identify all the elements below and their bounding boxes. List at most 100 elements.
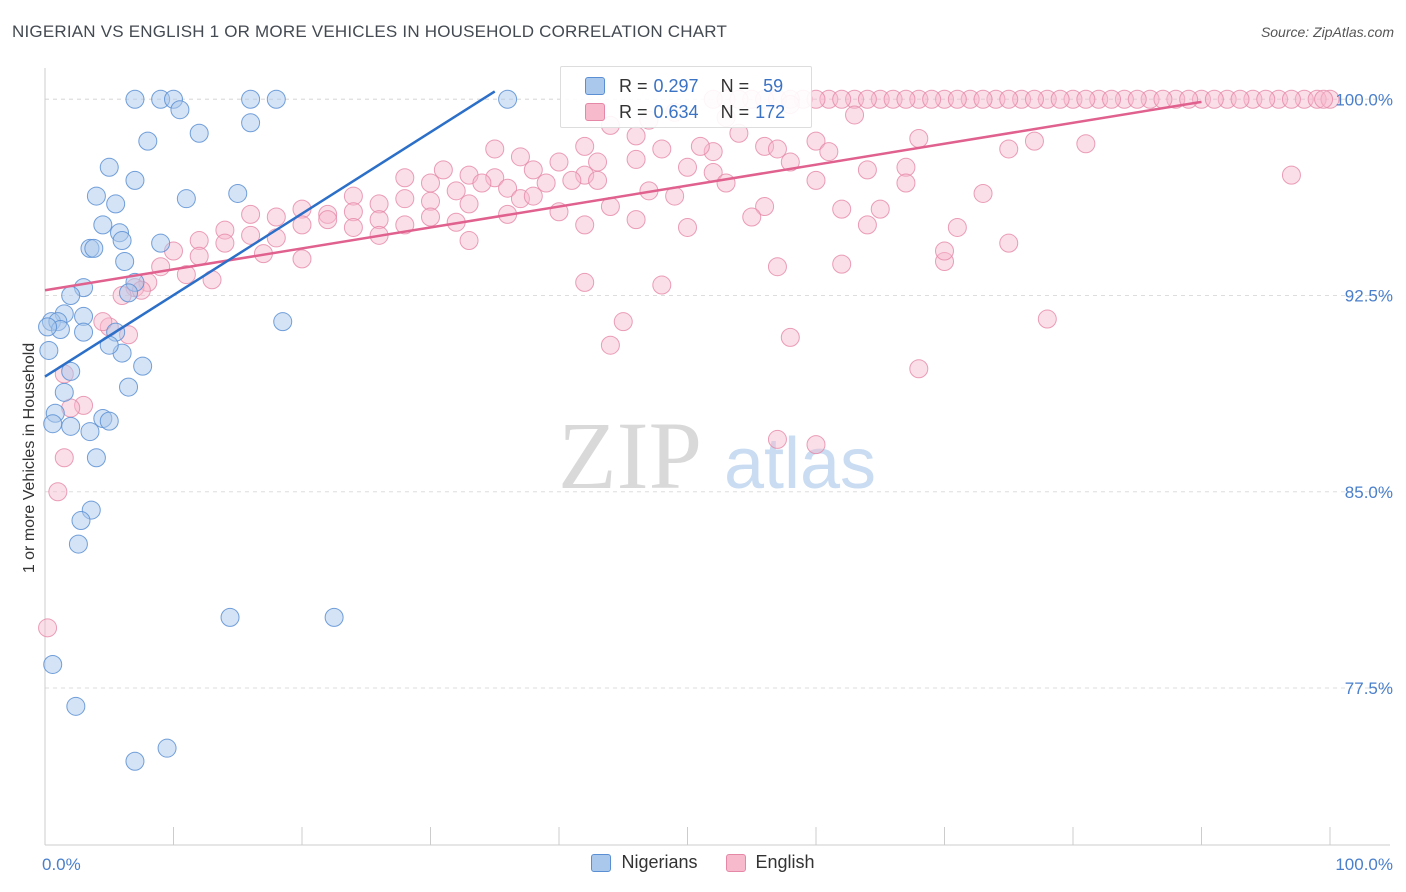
nigerian-point — [68, 534, 88, 554]
english-point — [935, 251, 954, 271]
legend-n-value-english: 172 — [755, 101, 786, 122]
english-point — [588, 170, 608, 190]
english-point — [1320, 89, 1340, 109]
english-point — [1102, 89, 1122, 109]
nigerian-point — [61, 416, 81, 436]
nigerian-point — [106, 194, 126, 214]
nigerian-point — [93, 215, 113, 235]
english-point — [678, 217, 697, 237]
english-point — [613, 312, 633, 332]
legend-row-english: R = 0.634 N = 172 — [585, 101, 785, 123]
nigerian-point — [157, 738, 177, 758]
english-point — [652, 139, 672, 159]
english-point — [678, 157, 697, 177]
english-point — [690, 136, 710, 156]
english-point — [767, 139, 787, 159]
english-point — [1024, 131, 1044, 151]
y-tick-label: 85.0% — [1345, 483, 1393, 502]
english-point — [973, 183, 993, 203]
english-legend-swatch — [725, 853, 746, 872]
english-point — [343, 217, 363, 237]
english-point — [780, 152, 800, 172]
english-point — [485, 168, 505, 188]
english-point — [716, 173, 736, 193]
english-point — [421, 173, 440, 193]
english-point — [292, 215, 312, 235]
english-points — [38, 89, 1340, 638]
english-point — [1076, 134, 1096, 154]
english-point — [343, 202, 363, 222]
english-point — [935, 241, 954, 261]
x-tick-label: 0.0% — [42, 855, 81, 874]
nigerian-point — [61, 361, 81, 381]
nigerian-point — [43, 654, 63, 674]
nigerian-trendline — [44, 90, 496, 378]
english-point — [1281, 89, 1301, 109]
english-point — [588, 152, 608, 172]
english-point — [485, 139, 505, 159]
english-point — [433, 160, 453, 180]
english-point — [93, 312, 113, 332]
english-point — [652, 275, 672, 295]
english-point — [446, 181, 466, 201]
english-point — [806, 131, 826, 151]
english-point — [459, 194, 479, 214]
nigerians-swatch — [585, 77, 605, 95]
english-point — [575, 272, 595, 292]
english-point — [1204, 89, 1224, 109]
series-legend: Nigerians English — [0, 852, 1406, 873]
nigerian-point — [43, 414, 63, 434]
nigerian-point — [119, 283, 139, 303]
nigerian-point — [189, 123, 209, 143]
y-tick-label: 92.5% — [1345, 287, 1393, 306]
nigerian-point — [241, 89, 261, 109]
english-point — [421, 191, 440, 211]
nigerian-point — [66, 696, 86, 716]
english-point — [870, 199, 890, 219]
english-point — [189, 246, 209, 266]
english-point — [742, 207, 762, 227]
english-point — [395, 168, 415, 188]
legend-r-value-english: 0.634 — [653, 101, 699, 122]
legend-row-nigerians: R = 0.297 N = 59 — [585, 75, 783, 97]
nigerian-point — [54, 382, 74, 402]
english-point — [806, 170, 826, 190]
nigerian-point — [241, 113, 261, 133]
english-point — [241, 225, 261, 245]
nigerian-point — [86, 186, 106, 206]
english-point — [909, 129, 929, 148]
english-point — [767, 429, 787, 449]
watermark-zip: ZIP — [558, 402, 702, 509]
english-legend-label: English — [755, 852, 815, 872]
english-point — [292, 249, 312, 269]
english-point — [54, 448, 74, 468]
axes — [44, 68, 1390, 846]
nigerian-point — [498, 89, 518, 109]
english-point — [896, 157, 916, 177]
english-point — [369, 194, 389, 214]
watermark-atlas: atlas — [724, 424, 876, 504]
english-point — [922, 89, 942, 109]
english-point — [767, 257, 787, 277]
nigerian-point — [125, 170, 145, 190]
english-point — [266, 207, 286, 227]
english-point — [857, 160, 877, 180]
english-swatch — [585, 103, 605, 121]
english-point — [703, 142, 723, 162]
english-point — [1127, 89, 1147, 109]
english-point — [999, 89, 1019, 109]
legend-n-label: N = — [720, 101, 750, 122]
english-point — [369, 210, 389, 230]
english-point — [896, 173, 916, 193]
nigerian-point — [273, 312, 293, 332]
nigerian-point — [86, 448, 106, 468]
x-tick-label: 100.0% — [1335, 855, 1393, 874]
english-point — [215, 220, 235, 240]
english-point — [318, 204, 338, 224]
english-point — [845, 105, 865, 125]
english-point — [832, 199, 852, 219]
english-point — [832, 254, 852, 274]
english-point — [38, 618, 58, 638]
english-point — [575, 215, 595, 235]
english-point — [1050, 89, 1070, 109]
